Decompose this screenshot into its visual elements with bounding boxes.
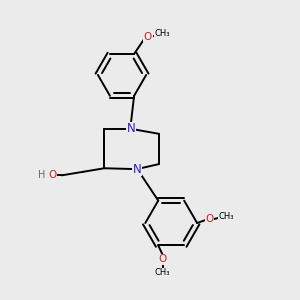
Text: N: N: [127, 122, 135, 135]
Text: CH₃: CH₃: [155, 268, 170, 277]
Text: O: O: [48, 170, 56, 180]
Text: CH₃: CH₃: [218, 212, 234, 221]
Text: N: N: [132, 163, 141, 176]
Text: O: O: [144, 32, 152, 42]
Text: H: H: [38, 170, 45, 180]
Text: O: O: [206, 214, 214, 224]
Text: CH₃: CH₃: [155, 29, 170, 38]
Text: O: O: [158, 254, 167, 264]
